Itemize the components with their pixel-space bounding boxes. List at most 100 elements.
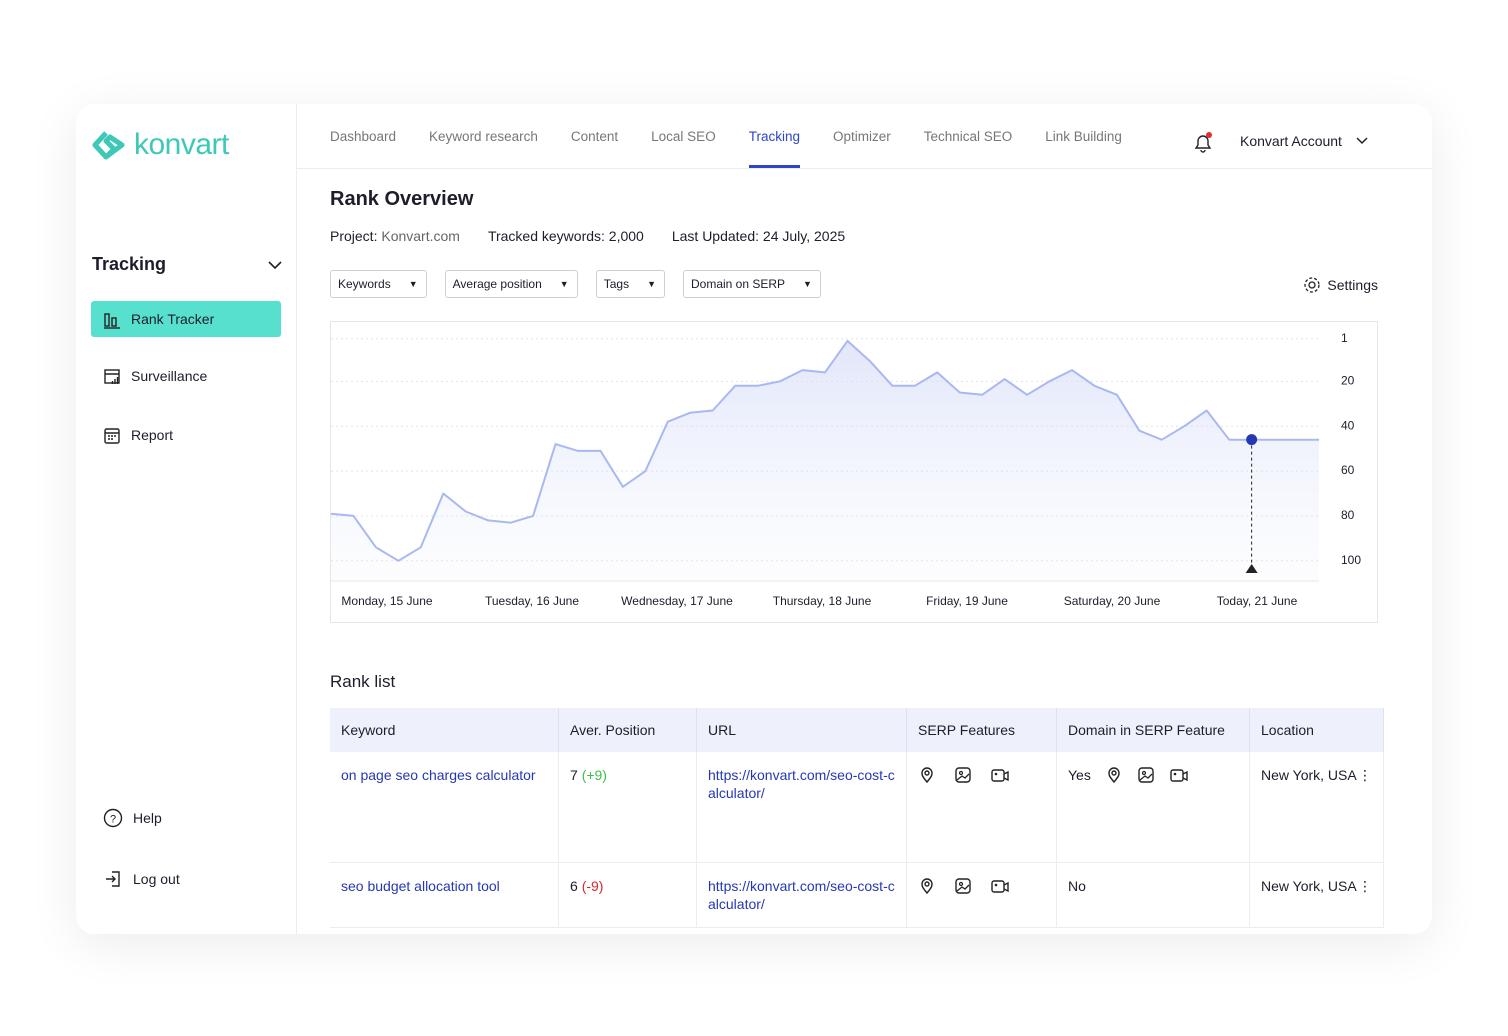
domain-cell: Yes bbox=[1056, 752, 1250, 863]
feature-icons bbox=[918, 766, 1045, 784]
filters: Keywords ▼ Average position ▼ Tags ▼ Domain on… bbox=[330, 270, 821, 298]
domain-icons bbox=[1105, 766, 1189, 784]
url-cell: https://konvart.com/seo-cost-calculator/ bbox=[696, 862, 907, 928]
top-nav: Dashboard Keyword research Content Local SE… bbox=[296, 104, 1432, 169]
project: Project: Konvart.com bbox=[330, 228, 460, 244]
row-menu[interactable]: ⋮ bbox=[1358, 878, 1372, 894]
filter-label: Keywords bbox=[338, 277, 391, 291]
features-cell bbox=[906, 862, 1057, 928]
filter-dropdown[interactable]: Keywords ▼ bbox=[330, 270, 427, 298]
x-tick-label: Wednesday, 17 June bbox=[621, 594, 733, 608]
side-item[interactable]: Rank Tracker bbox=[91, 301, 281, 337]
page-title: Rank Overview bbox=[330, 188, 474, 210]
keyword[interactable]: on page seo charges calculator bbox=[341, 767, 536, 783]
tabs: Dashboard Keyword research Content Local SE… bbox=[330, 104, 1122, 168]
y-tick-label: 40 bbox=[1341, 418, 1355, 432]
table-row: on page seo charges calculator 7 (+9) http… bbox=[330, 752, 1384, 863]
item-icon bbox=[104, 312, 120, 329]
table-row: seo budget allocation tool 6 (-9) https://… bbox=[330, 862, 1384, 928]
focus-arrow bbox=[1245, 564, 1258, 573]
section-title: Tracking bbox=[92, 254, 167, 274]
url[interactable]: https://konvart.com/seo-cost-calculator/ bbox=[708, 767, 895, 801]
domain-cell: No bbox=[1056, 862, 1250, 928]
help-link[interactable]: ? Help bbox=[91, 800, 281, 836]
position: 6 bbox=[570, 878, 578, 894]
x-tick-label: Thursday, 18 June bbox=[773, 594, 872, 608]
column-header: Domain in SERP Feature bbox=[1056, 708, 1250, 752]
domain-wrap: No bbox=[1068, 877, 1238, 895]
filter-dropdown[interactable]: Average position ▼ bbox=[444, 270, 578, 298]
nav-tab[interactable]: Dashboard bbox=[330, 128, 397, 144]
y-tick-label: 100 bbox=[1341, 553, 1361, 567]
nav-tab[interactable]: Link Building bbox=[1045, 128, 1122, 144]
gear-icon bbox=[1304, 277, 1321, 293]
column-header: Keyword bbox=[330, 708, 559, 752]
logo-mark bbox=[92, 131, 125, 160]
item-label: Report bbox=[131, 427, 174, 443]
notifications[interactable] bbox=[1192, 132, 1214, 154]
icon bbox=[921, 767, 933, 784]
settings-label: Settings bbox=[1327, 277, 1378, 293]
domain-wrap: Yes bbox=[1068, 766, 1238, 784]
logout-label: Log out bbox=[133, 871, 180, 887]
icon bbox=[955, 767, 971, 783]
side-item[interactable]: Surveillance bbox=[91, 358, 281, 394]
header-row: Keyword Aver. Position URL SERP Features Dom… bbox=[330, 708, 1384, 752]
location: New York, USA bbox=[1261, 878, 1357, 894]
item-icon bbox=[104, 427, 120, 444]
filter-label: Tags bbox=[603, 277, 630, 291]
location-cell: New York, USA ⋮ bbox=[1249, 752, 1384, 863]
brand-name: konvart bbox=[134, 128, 229, 161]
url[interactable]: https://konvart.com/seo-cost-calculator/ bbox=[708, 878, 895, 912]
account-menu[interactable]: Konvart Account bbox=[1240, 133, 1368, 149]
keyword[interactable]: seo budget allocation tool bbox=[341, 878, 500, 894]
sidebar: konvart Tracking Rank Tracker Surveillanc… bbox=[76, 104, 297, 934]
chevron bbox=[268, 260, 282, 269]
rank-list-title: Rank list bbox=[330, 672, 396, 691]
x-tick-label: Monday, 15 June bbox=[341, 594, 432, 608]
help-icon: ? bbox=[103, 808, 123, 828]
nav-tab[interactable]: Technical SEO bbox=[923, 128, 1013, 144]
x-tick-label: Saturday, 20 June bbox=[1064, 594, 1161, 608]
icon bbox=[991, 880, 1009, 893]
filter-dropdown[interactable]: Domain on SERP ▼ bbox=[683, 270, 821, 298]
tracked: Tracked keywords: 2,000 bbox=[487, 228, 644, 244]
meta: Project: Konvart.com Tracked keywords: 2… bbox=[330, 228, 845, 244]
nav-tab[interactable]: Content bbox=[570, 128, 619, 144]
url-cell: https://konvart.com/seo-cost-calculator/ bbox=[696, 752, 907, 863]
rank-table: Keyword Aver. Position URL SERP Features Dom… bbox=[330, 708, 1384, 928]
nav-tab[interactable]: Keyword research bbox=[429, 128, 538, 144]
logout-link[interactable]: Log out bbox=[91, 861, 281, 897]
settings-button[interactable]: Settings bbox=[1303, 276, 1378, 294]
row-menu[interactable]: ⋮ bbox=[1358, 767, 1372, 783]
icon bbox=[1138, 767, 1154, 783]
project-label: Project: bbox=[330, 228, 378, 244]
section-header[interactable]: Tracking bbox=[92, 254, 282, 275]
keyword-cell: seo budget allocation tool bbox=[330, 862, 559, 928]
y-tick-label: 1 bbox=[1341, 331, 1348, 345]
caret: ▼ bbox=[408, 279, 418, 289]
filter-label: Domain on SERP bbox=[691, 277, 786, 291]
position-cell: 6 (-9) bbox=[558, 862, 697, 928]
nav-tab[interactable]: Local SEO bbox=[651, 128, 716, 144]
chevron bbox=[1356, 137, 1368, 145]
logout-icon bbox=[106, 871, 120, 887]
rank-chart: 1 20 40 60 80 100 Monday, 15 June Tuesday, 16 J… bbox=[330, 321, 1378, 623]
nav-tab[interactable]: Tracking bbox=[748, 104, 800, 168]
domain-in-serp: Yes bbox=[1068, 767, 1091, 783]
caret: ▼ bbox=[803, 279, 812, 289]
updated: Last Updated: 24 July, 2025 bbox=[671, 228, 846, 244]
side-item[interactable]: Report bbox=[91, 417, 281, 453]
project-name: Konvart.com bbox=[381, 228, 460, 244]
icon bbox=[921, 878, 933, 895]
domain-in-serp: No bbox=[1068, 878, 1086, 894]
feature-icons bbox=[918, 877, 1045, 895]
x-tick-label: Friday, 19 June bbox=[926, 594, 1008, 608]
filter-dropdown[interactable]: Tags ▼ bbox=[595, 270, 665, 298]
chart-svg: 1 20 40 60 80 100 Monday, 15 June Tuesday, 16 J… bbox=[331, 331, 1361, 608]
app-window: konvart Tracking Rank Tracker Surveillanc… bbox=[76, 104, 1432, 934]
nav-tab[interactable]: Optimizer bbox=[832, 128, 891, 144]
logo[interactable]: konvart bbox=[92, 128, 229, 162]
y-tick-label: 20 bbox=[1341, 374, 1355, 388]
